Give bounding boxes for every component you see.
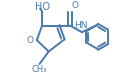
- Text: O: O: [26, 36, 34, 45]
- Text: HN: HN: [75, 21, 88, 30]
- Text: CH₃: CH₃: [31, 65, 47, 74]
- Text: HO: HO: [35, 2, 51, 12]
- Text: O: O: [71, 1, 78, 10]
